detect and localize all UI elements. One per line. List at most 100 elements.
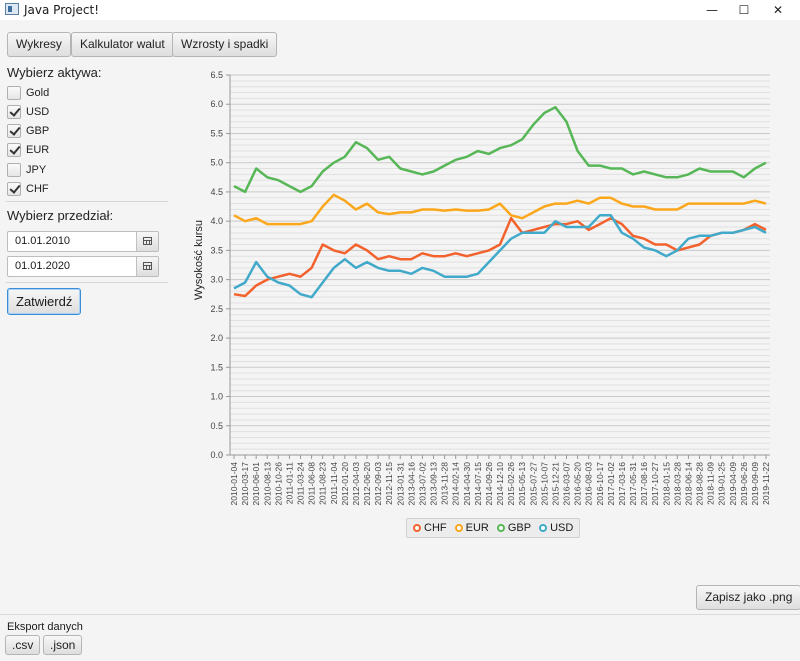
x-tick-label: 2013-04-16: [406, 462, 416, 506]
assets-label: Wybierz aktywa:: [7, 65, 102, 80]
chart-series: [233, 105, 767, 299]
asset-checkbox-gold[interactable]: Gold: [7, 85, 49, 101]
checkbox-box[interactable]: [7, 163, 21, 177]
asset-checkbox-usd[interactable]: USD: [7, 104, 49, 120]
separator: [6, 282, 168, 283]
tab-wykresy[interactable]: Wykresy: [7, 32, 71, 57]
asset-checkbox-gbp[interactable]: GBP: [7, 123, 49, 139]
chart-legend: CHF EUR GBP USD: [406, 518, 581, 538]
asset-label: USD: [26, 106, 50, 118]
asset-checkbox-eur[interactable]: EUR: [7, 142, 49, 158]
legend-swatch: [539, 524, 548, 532]
tab-kalkulator-walut[interactable]: Kalkulator walut: [71, 32, 174, 57]
asset-label: Gold: [26, 87, 50, 99]
legend-swatch: [496, 524, 505, 532]
x-tick-label: 2014-02-14: [451, 462, 461, 506]
save-png-button[interactable]: Zapisz jako .png: [696, 585, 800, 610]
x-tick-label: 2015-07-27: [528, 462, 538, 506]
plot-area: [230, 75, 770, 455]
series-line-gbp: [233, 105, 767, 194]
x-tick-label: 2015-10-07: [539, 462, 549, 506]
x-tick-label: 2010-03-17: [240, 462, 250, 506]
date-to-value[interactable]: 01.01.2020: [15, 260, 71, 272]
x-tick-label: 2017-08-16: [639, 462, 649, 506]
x-tick-label: 2014-09-26: [484, 462, 494, 506]
x-tick-label: 2011-01-11: [284, 462, 294, 504]
x-tick-label: 2010-08-13: [262, 462, 272, 506]
range-label: Wybierz przedział:: [7, 208, 114, 223]
y-tick-label: 1.5: [210, 362, 223, 372]
asset-label: CHF: [26, 183, 49, 195]
x-tick-label: 2019-01-25: [717, 462, 727, 506]
x-tick-label: 2012-04-03: [351, 462, 361, 506]
x-tick-label: 2017-03-16: [617, 462, 627, 506]
x-tick-label: 2015-05-13: [517, 462, 527, 506]
window-title: Java Project!: [24, 3, 100, 17]
series-line-eur: [233, 193, 767, 226]
y-axis-label: Wysokość kursu: [193, 220, 205, 300]
minimize-button[interactable]: —: [706, 3, 718, 17]
x-tick-label: 2012-11-15: [384, 462, 394, 505]
y-tick-label: 5.0: [210, 158, 223, 168]
submit-button[interactable]: Zatwierdź: [7, 288, 82, 315]
checkbox-box[interactable]: [7, 182, 21, 196]
x-tick-label: 2018-03-28: [672, 462, 682, 506]
y-tick-label: 2.5: [210, 304, 223, 314]
checkbox-box[interactable]: [7, 124, 21, 138]
y-tick-label: 6.5: [210, 70, 223, 80]
x-tick-label: 2011-03-24: [296, 462, 306, 505]
export-json-button[interactable]: .json: [43, 635, 83, 655]
x-tick-label: 2017-05-31: [628, 462, 638, 506]
asset-label: GBP: [26, 125, 50, 137]
asset-checkbox-jpy[interactable]: JPY: [7, 162, 46, 178]
x-axis: 2010-01-04 2010-03-17 2010-06-01 2010-08-13…: [229, 454, 771, 506]
date-to-picker[interactable]: 01.01.2020: [7, 256, 159, 277]
y-tick-label: 5.5: [210, 128, 223, 138]
x-tick-label: 2019-09-09: [750, 462, 760, 506]
close-button[interactable]: ✕: [772, 3, 784, 17]
checkbox-box[interactable]: [7, 105, 21, 119]
calendar-icon[interactable]: [136, 232, 158, 251]
x-tick-label: 2014-12-10: [495, 462, 505, 506]
x-tick-label: 2012-01-20: [340, 462, 350, 506]
y-tick-label: 0.0: [210, 450, 223, 460]
checkbox-box[interactable]: [7, 86, 21, 100]
x-tick-label: 2013-01-31: [395, 462, 405, 506]
x-tick-label: 2015-02-26: [506, 462, 516, 506]
x-tick-label: 2015-12-21: [550, 462, 560, 506]
calendar-icon[interactable]: [136, 257, 158, 276]
series-line-usd: [233, 214, 767, 299]
x-tick-label: 2010-10-26: [273, 462, 283, 506]
x-tick-label: 2018-08-28: [695, 462, 705, 506]
tab-wzrosty-i-spadki[interactable]: Wzrosty i spadki: [172, 32, 278, 57]
asset-label: JPY: [26, 164, 47, 176]
x-tick-label: 2014-04-30: [462, 462, 472, 506]
maximize-button[interactable]: ☐: [738, 3, 750, 17]
x-tick-label: 2016-08-03: [584, 462, 594, 506]
date-from-picker[interactable]: 01.01.2010: [7, 231, 159, 252]
legend-label: EUR: [465, 522, 489, 534]
asset-checkbox-chf[interactable]: CHF: [7, 181, 49, 197]
checkbox-box[interactable]: [7, 143, 21, 157]
x-tick-label: 2012-09-03: [373, 462, 383, 506]
y-tick-label: 4.5: [210, 187, 223, 197]
legend-label: USD: [550, 522, 574, 534]
date-from-value[interactable]: 01.01.2010: [15, 235, 71, 247]
separator: [0, 614, 800, 615]
legend-item-usd: USD: [539, 522, 573, 534]
x-tick-label: 2018-11-09: [706, 462, 716, 505]
line-chart: 0.0 0.5 1.0 1.5 2.0 2.5 3.0 3.5 4.0 4.5 5.0 5.5 6.0 6…: [193, 70, 771, 506]
x-tick-label: 2019-06-26: [739, 462, 749, 506]
title-bar: Java Project! — ☐ ✕: [0, 0, 800, 20]
x-tick-label: 2018-01-15: [661, 462, 671, 506]
export-csv-button[interactable]: .csv: [5, 635, 41, 655]
x-tick-label: 2011-08-23: [318, 462, 328, 505]
separator: [6, 201, 168, 202]
y-tick-label: 0.5: [210, 421, 223, 431]
legend-item-eur: EUR: [454, 522, 489, 534]
x-tick-label: 2010-06-01: [251, 462, 261, 506]
export-label: Eksport danych: [7, 621, 83, 633]
y-axis: 0.0 0.5 1.0 1.5 2.0 2.5 3.0 3.5 4.0 4.5 5.0 5.5 6.0 6…: [210, 70, 231, 460]
x-tick-label: 2019-04-09: [728, 462, 738, 506]
x-tick-label: 2016-03-07: [562, 462, 572, 506]
